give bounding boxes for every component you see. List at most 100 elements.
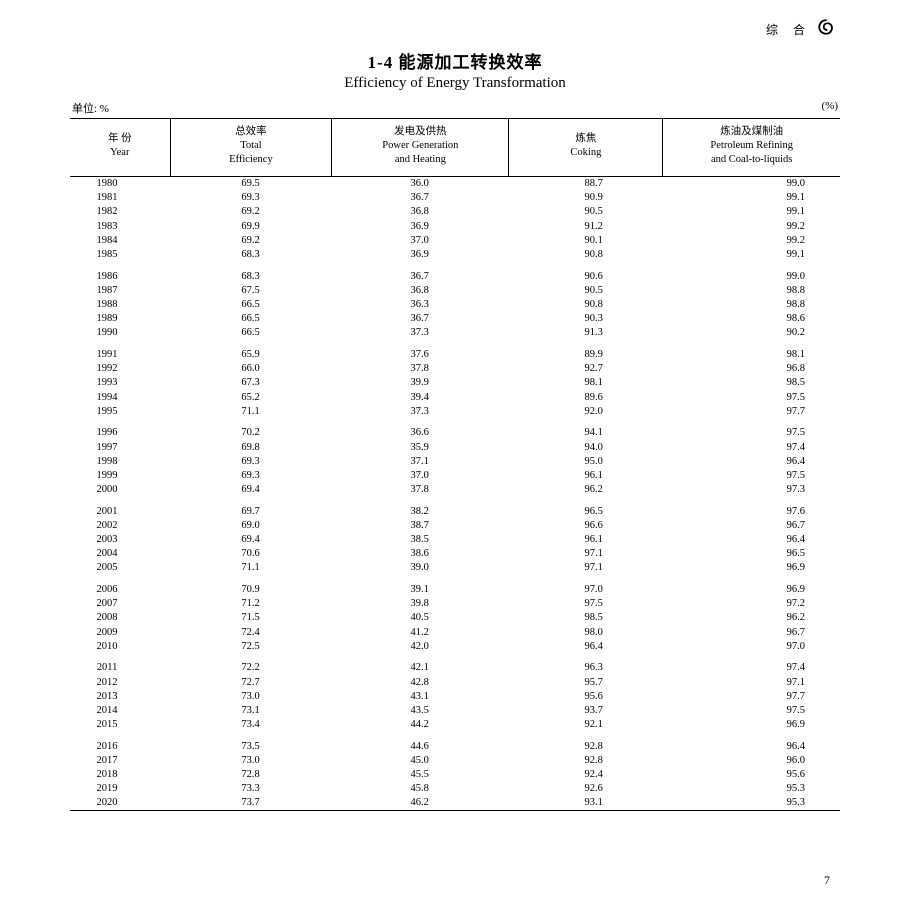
table-row: 200670.939.197.096.9 [70,575,840,597]
table-cell: 1984 [70,233,170,247]
table-cell: 35.9 [332,440,509,454]
table-row: 199066.537.391.390.2 [70,326,840,340]
table-row: 200571.139.097.196.9 [70,561,840,575]
table-row: 201872.845.592.495.6 [70,767,840,781]
table-cell: 96.8 [663,362,840,376]
table-cell: 1998 [70,454,170,468]
column-header-3: 炼焦Coking [509,119,663,177]
table-cell: 72.5 [170,639,332,653]
table-cell: 37.0 [332,233,509,247]
table-row: 199266.037.892.796.8 [70,362,840,376]
table-row: 198568.336.990.899.1 [70,247,840,261]
table-cell: 97.4 [663,653,840,675]
table-cell: 98.5 [509,611,663,625]
table-cell: 92.4 [509,767,663,781]
table-row: 199367.339.998.198.5 [70,376,840,390]
table-cell: 36.8 [332,205,509,219]
table-cell: 44.2 [332,718,509,732]
table-cell: 99.1 [663,191,840,205]
table-cell: 96.5 [509,497,663,519]
table-cell: 96.6 [509,518,663,532]
unit-row: 单位: % (%) [70,100,840,118]
table-row: 200369.438.596.196.4 [70,532,840,546]
table-row: 200470.638.697.196.5 [70,547,840,561]
table-row: 201573.444.292.196.9 [70,718,840,732]
data-table: 年 份Year总效率TotalEfficiency发电及供热Power Gene… [70,118,840,811]
table-cell: 73.3 [170,782,332,796]
table-cell: 96.3 [509,653,663,675]
table-cell: 66.5 [170,326,332,340]
table-cell: 95.3 [663,796,840,811]
table-cell: 97.0 [509,575,663,597]
table-row: 201373.043.195.697.7 [70,689,840,703]
table-cell: 2018 [70,767,170,781]
table-cell: 96.0 [663,753,840,767]
table-cell: 2005 [70,561,170,575]
table-cell: 69.8 [170,440,332,454]
column-header-1: 总效率TotalEfficiency [170,119,332,177]
table-cell: 37.3 [332,326,509,340]
table-cell: 97.5 [663,468,840,482]
table-cell: 69.7 [170,497,332,519]
column-header-2: 发电及供热Power Generationand Heating [332,119,509,177]
table-row: 198369.936.991.299.2 [70,219,840,233]
table-cell: 1993 [70,376,170,390]
table-cell: 96.1 [509,468,663,482]
table-cell: 2000 [70,482,170,496]
table-cell: 36.9 [332,247,509,261]
table-row: 200269.038.796.696.7 [70,518,840,532]
table-cell: 37.0 [332,468,509,482]
table-cell: 90.8 [509,247,663,261]
table-cell: 2019 [70,782,170,796]
table-cell: 36.3 [332,297,509,311]
table-cell: 2004 [70,547,170,561]
table-cell: 2008 [70,611,170,625]
table-cell: 1989 [70,312,170,326]
table-cell: 96.9 [663,718,840,732]
table-cell: 92.1 [509,718,663,732]
table-row: 199769.835.994.097.4 [70,440,840,454]
table-cell: 1996 [70,418,170,440]
table-cell: 40.5 [332,611,509,625]
table-cell: 98.8 [663,297,840,311]
table-cell: 38.5 [332,532,509,546]
table-cell: 96.7 [663,518,840,532]
table-cell: 92.7 [509,362,663,376]
table-cell: 38.2 [332,497,509,519]
table-cell: 73.7 [170,796,332,811]
table-row: 199869.337.195.096.4 [70,454,840,468]
column-header-4: 炼油及煤制油Petroleum Refiningand Coal-to-liqu… [663,119,840,177]
table-cell: 96.1 [509,532,663,546]
table-cell: 99.0 [663,176,840,191]
table-cell: 98.1 [509,376,663,390]
table-row: 198668.336.790.699.0 [70,262,840,284]
table-cell: 90.3 [509,312,663,326]
table-cell: 2014 [70,703,170,717]
table-row: 198169.336.790.999.1 [70,191,840,205]
table-cell: 71.5 [170,611,332,625]
table-cell: 36.7 [332,191,509,205]
table-cell: 69.3 [170,454,332,468]
table-cell: 1983 [70,219,170,233]
table-cell: 1982 [70,205,170,219]
table-cell: 1988 [70,297,170,311]
table-cell: 70.9 [170,575,332,597]
table-cell: 37.8 [332,362,509,376]
table-row: 200771.239.897.597.2 [70,597,840,611]
table-cell: 96.7 [663,625,840,639]
table-cell: 2011 [70,653,170,675]
table-cell: 1995 [70,404,170,418]
table-cell: 95.6 [509,689,663,703]
table-cell: 89.6 [509,390,663,404]
table-cell: 97.5 [663,390,840,404]
table-row: 202073.746.293.195.3 [70,796,840,811]
table-cell: 70.6 [170,547,332,561]
table-cell: 2013 [70,689,170,703]
table-cell: 96.2 [663,611,840,625]
table-cell: 69.5 [170,176,332,191]
table-cell: 44.6 [332,732,509,754]
table-header: 年 份Year总效率TotalEfficiency发电及供热Power Gene… [70,119,840,177]
table-cell: 71.1 [170,561,332,575]
table-cell: 90.5 [509,283,663,297]
table-row: 201272.742.895.797.1 [70,675,840,689]
